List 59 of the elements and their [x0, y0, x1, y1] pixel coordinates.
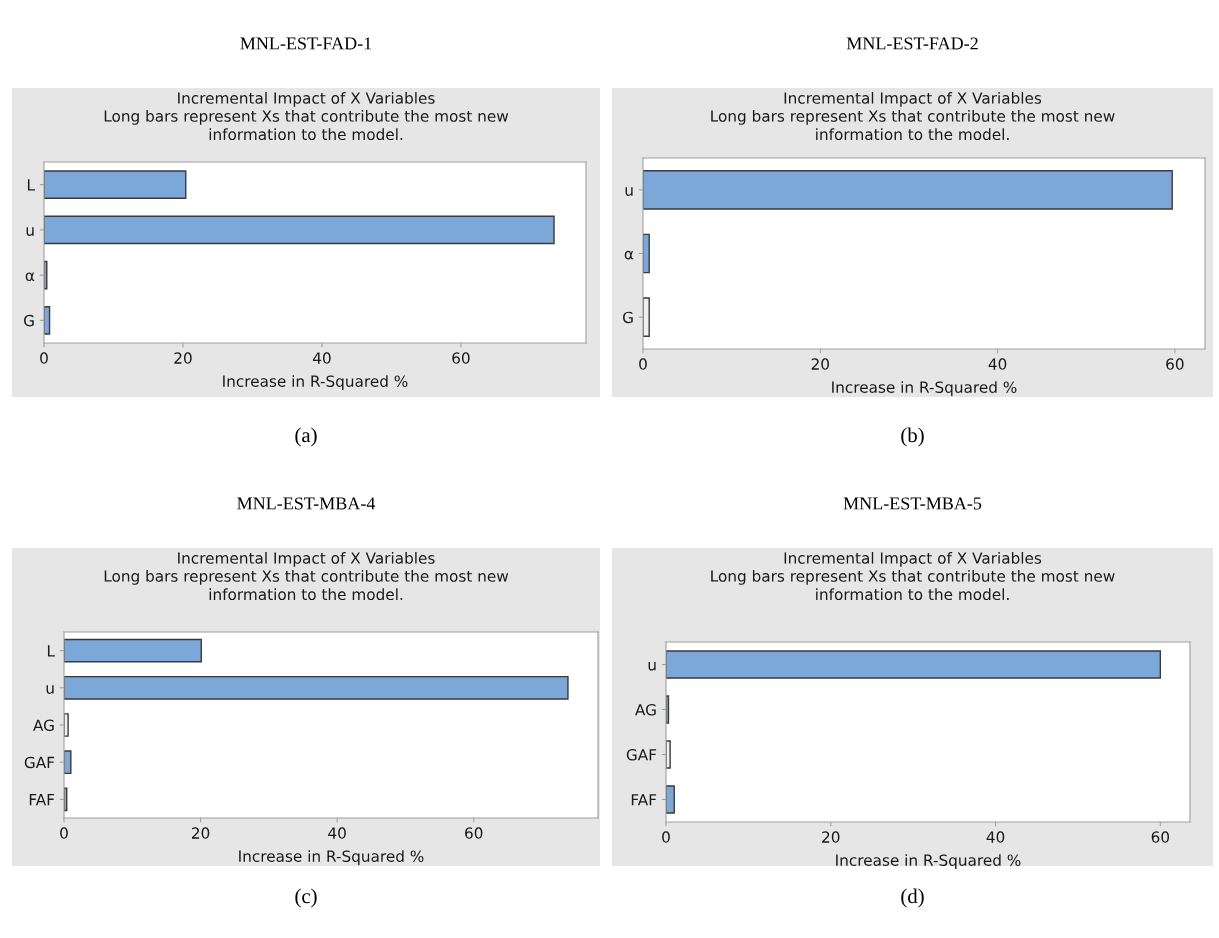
y-tick-label: u [26, 227, 34, 236]
text: MNL-EST-FAD-1 [240, 37, 372, 50]
x-tick-label: 20 [191, 827, 210, 839]
x-tick-label: 20 [822, 831, 840, 843]
text: MNL-EST-MBA-5 [843, 497, 982, 510]
x-tick-label: 0 [40, 352, 48, 364]
y-tick-label: G [622, 311, 633, 324]
bar [64, 638, 202, 663]
y-tick-label: u [46, 685, 54, 694]
chart-subtitle: Long bars represent Xs that contribute the most new information to the model. [711, 570, 1115, 601]
x-tick-label: 60 [1151, 831, 1170, 843]
bar [64, 675, 569, 700]
x-tick-label: 40 [986, 831, 1005, 843]
x-tick-label: 0 [662, 831, 670, 843]
x-axis-title: Increase in R-Squared % [832, 381, 1017, 396]
y-tick-label: α [25, 272, 35, 282]
chart-subtitle: Long bars represent Xs that contribute the most new information to the model. [711, 110, 1115, 141]
chart-title: Incremental Impact of X Variables [178, 552, 435, 567]
text: MNL-EST-MBA-4 [237, 497, 376, 510]
x-tick-label: 60 [465, 827, 483, 839]
y-tick-label: FAF [631, 794, 657, 806]
bar [64, 750, 72, 775]
bar [666, 650, 1162, 679]
x-axis-title: Increase in R-Squared % [239, 850, 424, 865]
text: MNL-EST-FAD-2 [846, 37, 978, 50]
chart-subtitle: Long bars represent Xs that contribute the most new information to the model. [104, 110, 509, 141]
chart-title: Incremental Impact of X Variables [784, 92, 1042, 107]
y-tick-label: L [47, 645, 55, 657]
x-tick-label: 20 [811, 358, 829, 370]
chart-title: Incremental Impact of X Variables [178, 92, 435, 107]
text: (a) [295, 427, 317, 447]
bar [666, 785, 675, 814]
x-tick-label: 40 [312, 352, 331, 364]
y-tick-label: FAF [29, 794, 55, 806]
x-tick-label: 20 [174, 352, 192, 364]
chart-subtitle: Long bars represent Xs that contribute the most new information to the model. [104, 570, 509, 601]
x-tick-label: 0 [639, 358, 647, 370]
x-axis-title: Increase in R-Squared % [836, 854, 1021, 869]
chart-title: Incremental Impact of X Variables [784, 552, 1042, 567]
text: (b) [901, 427, 924, 447]
y-tick-label: G [23, 314, 34, 327]
x-tick-label: 40 [328, 827, 346, 839]
x-axis-title: Increase in R-Squared % [223, 375, 408, 390]
x-tick-label: 40 [988, 358, 1007, 370]
y-tick-label: GAF [626, 748, 657, 761]
x-tick-label: 60 [1166, 358, 1184, 370]
y-tick-label: AG [635, 703, 656, 716]
y-tick-label: u [648, 661, 656, 671]
y-tick-label: AG [33, 719, 54, 732]
x-tick-label: 0 [60, 827, 68, 839]
bar [44, 215, 555, 245]
bar [44, 170, 187, 199]
text: (d) [901, 888, 924, 908]
y-tick-label: L [27, 179, 35, 191]
y-tick-label: α [624, 250, 634, 260]
y-tick-label: GAF [24, 756, 55, 769]
text: (c) [295, 888, 317, 908]
y-tick-label: u [625, 187, 633, 196]
x-tick-label: 60 [452, 352, 470, 364]
